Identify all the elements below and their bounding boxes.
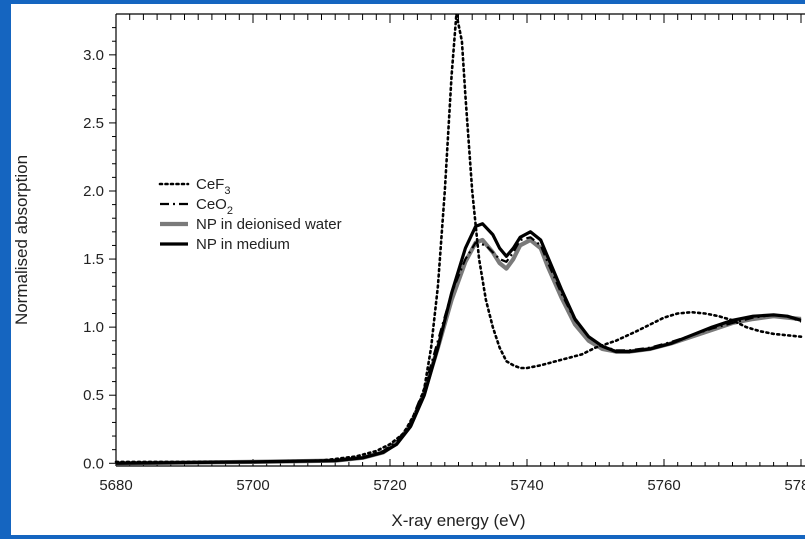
y-tick-label: 1.0 (83, 319, 104, 336)
x-tick-label: 5700 (236, 477, 269, 494)
legend-entry-subscript: 2 (227, 205, 233, 217)
legend-entry-name: CeO (196, 196, 227, 213)
series-line-cef (114, 12, 803, 464)
y-tick-label: 1.5 (83, 251, 104, 268)
legend-entry: NP in deionised water (196, 216, 342, 233)
y-tick-label: 0.0 (83, 455, 104, 472)
x-tick-label: 5780 (784, 477, 805, 494)
x-tick-label: 5740 (510, 477, 543, 494)
legend-entry-subscript: 3 (224, 185, 230, 197)
x-axis-label: X-ray energy (eV) (391, 511, 525, 530)
y-axis-label: Normalised absorption (12, 155, 31, 325)
x-tick-label: 5720 (373, 477, 406, 494)
legend-entry: CeF3 (196, 176, 230, 197)
y-tick-label: 0.5 (83, 387, 104, 404)
x-tick-label: 5680 (99, 477, 132, 494)
x-tick-label: 5760 (647, 477, 680, 494)
xanes-chart: 5680 5700 5720 5740 5760 5780 0.0 0.5 1.0 1.5 2.0 2… (12, 12, 805, 530)
legend-entry-name: NP in medium (196, 236, 290, 253)
legend-entry-name: CeF (196, 176, 224, 193)
y-tick-label: 3.0 (83, 47, 104, 64)
y-tick-label: 2.5 (83, 115, 104, 132)
legend-entry: CeO2 (196, 196, 233, 217)
legend-entry-name: NP in deionised water (196, 216, 342, 233)
series-line-np-in-medium (115, 222, 802, 465)
legend-entry: NP in medium (196, 236, 290, 253)
y-tick-label: 2.0 (83, 183, 104, 200)
